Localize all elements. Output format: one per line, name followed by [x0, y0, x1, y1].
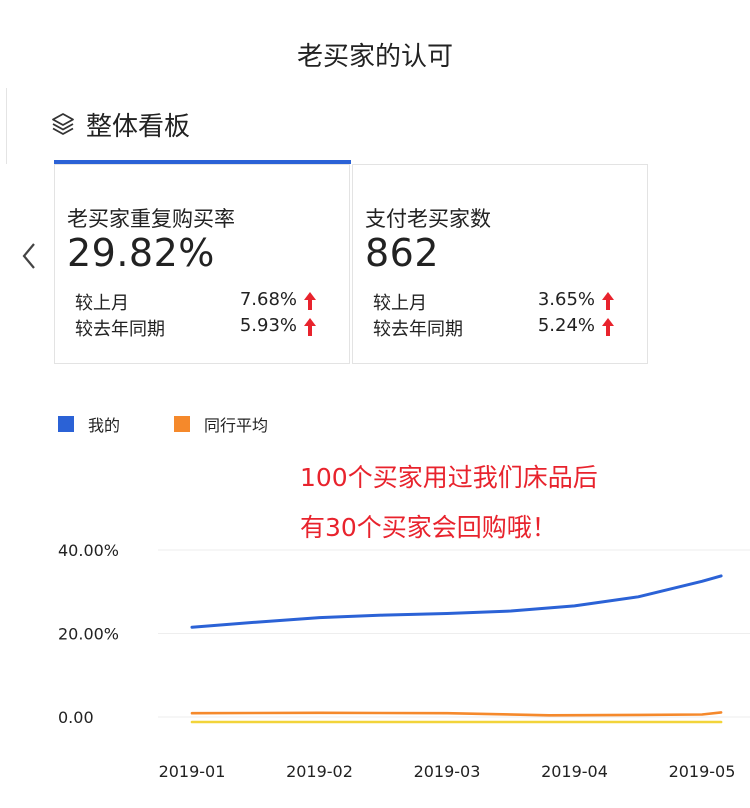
- legend-swatch: [58, 416, 74, 432]
- y-tick-label: 0.00: [58, 708, 94, 727]
- board-header[interactable]: 整体看板: [50, 106, 190, 142]
- x-tick-label: 2019-01: [159, 762, 226, 781]
- metric-card-paying-buyers[interactable]: 支付老买家数 862 较上月 3.65% 较去年同期 5.24%: [352, 164, 648, 364]
- line-chart: 80.00%40.00%20.00%0.002019-012019-022019…: [58, 541, 750, 781]
- arrow-up-icon: [304, 292, 316, 310]
- comparison-row: 较去年同期 5.24%: [373, 315, 623, 340]
- active-tab-indicator: [54, 160, 351, 164]
- annotation-line-2: 有30个买家会回购哦！: [300, 513, 557, 542]
- comparison-label: 较上月: [373, 293, 427, 314]
- layers-icon: [52, 113, 74, 135]
- x-tick-label: 2019-04: [541, 762, 608, 781]
- x-tick-label: 2019-03: [414, 762, 481, 781]
- metric-value: 29.82%: [67, 231, 215, 275]
- comparison-value: 7.68%: [239, 289, 297, 310]
- comparison-label: 较去年同期: [373, 319, 463, 340]
- comparison-row: 较去年同期 5.93%: [75, 315, 325, 340]
- comparison-label: 较上月: [75, 293, 129, 314]
- comparison-value: 5.24%: [537, 315, 595, 336]
- comparison-row: 较上月 7.68%: [75, 289, 325, 314]
- arrow-up-icon: [602, 292, 614, 310]
- legend-label: 同行平均: [204, 416, 269, 435]
- arrow-up-icon: [602, 318, 614, 336]
- legend-item-mine[interactable]: 我的: [58, 412, 120, 436]
- legend-item-peer-average[interactable]: 同行平均: [174, 412, 268, 436]
- metric-card-repurchase-rate[interactable]: 老买家重复购买率 29.82% 较上月 7.68% 较去年同期 5.93%: [54, 164, 350, 364]
- series-line-2: [190, 711, 723, 717]
- y-tick-label: 20.00%: [58, 625, 119, 644]
- comparison-row: 较上月 3.65%: [373, 289, 623, 314]
- comparison-label: 较去年同期: [75, 319, 165, 340]
- metric-label: 老买家重复购买率: [67, 207, 235, 231]
- metric-value: 862: [365, 231, 440, 275]
- page-title: 老买家的认可: [296, 42, 453, 72]
- comparison-value: 5.93%: [239, 315, 297, 336]
- metric-label: 支付老买家数: [365, 207, 491, 231]
- annotation-line-1: 100个买家用过我们床品后: [300, 463, 598, 492]
- arrow-up-icon: [304, 318, 316, 336]
- chevron-left-icon[interactable]: [14, 238, 44, 274]
- comparison-value: 3.65%: [537, 289, 595, 310]
- board-panel: [6, 88, 750, 164]
- series-line-1: [190, 574, 723, 629]
- legend-swatch: [174, 416, 190, 432]
- x-tick-label: 2019-02: [286, 762, 353, 781]
- y-tick-label: 40.00%: [58, 541, 119, 560]
- x-tick-label: 2019-05: [669, 762, 736, 781]
- board-title: 整体看板: [86, 111, 191, 142]
- legend-label: 我的: [88, 416, 121, 435]
